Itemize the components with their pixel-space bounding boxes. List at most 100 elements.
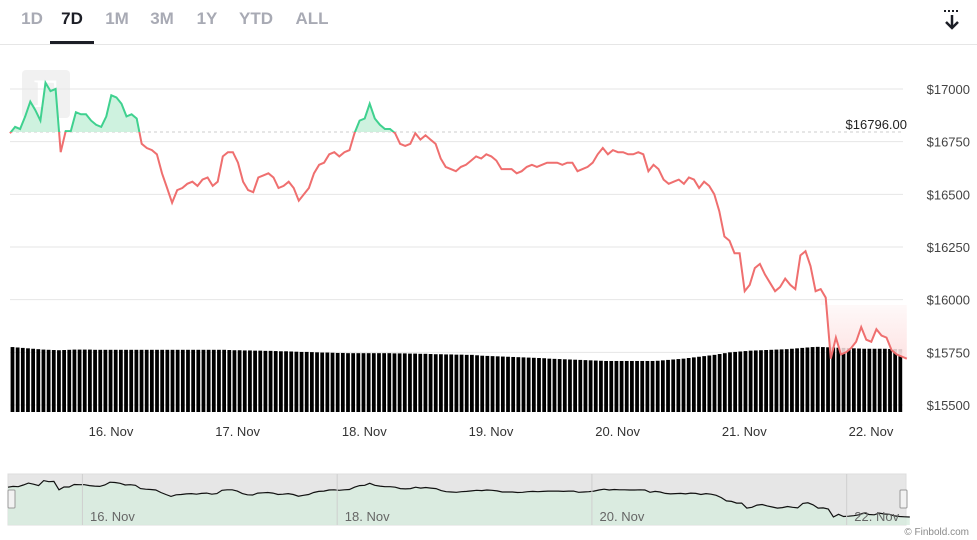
volume-bar	[397, 353, 402, 412]
volume-bar	[134, 349, 139, 412]
volume-bar	[728, 352, 732, 412]
volume-bar	[475, 355, 479, 412]
volume-bar	[149, 349, 154, 412]
y-tick-label: $16750	[927, 135, 970, 150]
volume-bar	[31, 348, 36, 412]
volume-bar	[712, 354, 717, 412]
volume-bar	[578, 359, 583, 412]
volume-bar	[506, 356, 510, 412]
volume-bar	[10, 347, 15, 412]
volume-bar	[470, 354, 474, 412]
volume-bar	[691, 357, 696, 412]
volume-bar	[325, 352, 330, 412]
navigator-handle-left[interactable]	[7, 489, 16, 509]
volume-bar	[857, 348, 861, 412]
price-line-down	[9, 131, 908, 360]
volume-bar	[423, 353, 428, 412]
volume-bar	[511, 356, 516, 412]
range-ytd-button[interactable]: YTD	[239, 9, 273, 28]
volume-bar	[624, 360, 629, 412]
range-1y-button[interactable]: 1Y	[196, 9, 218, 28]
volume-bar	[361, 353, 366, 412]
volume-bar	[846, 348, 851, 412]
volume-bar	[284, 351, 288, 412]
volume-bar	[304, 351, 309, 412]
volume-bar	[139, 349, 144, 412]
volume-bar	[201, 349, 206, 412]
volume-bar	[335, 352, 340, 412]
volume-bar	[129, 349, 134, 412]
volume-bar	[645, 360, 650, 412]
volume-bar	[707, 355, 712, 412]
y-tick-label: $15500	[927, 398, 970, 413]
navigator-line	[7, 479, 910, 518]
volume-bar	[144, 349, 149, 412]
volume-bar	[588, 360, 593, 412]
volume-bar	[898, 349, 903, 412]
volume-bar	[433, 354, 438, 412]
navigator-handle-right[interactable]	[899, 489, 908, 509]
price-line-up	[9, 79, 416, 132]
volume-bar	[211, 349, 216, 412]
volume-bar	[784, 349, 789, 412]
volume-bar	[26, 348, 30, 412]
volume-bar	[836, 347, 841, 412]
volume-bar	[459, 354, 464, 412]
volume-bar	[428, 354, 433, 412]
volume-bar	[774, 349, 779, 412]
volume-bar	[666, 359, 670, 412]
volume-bar	[196, 349, 201, 412]
volume-bar	[242, 350, 247, 412]
x-tick-label: 17. Nov	[215, 424, 260, 439]
download-arrow-icon[interactable]	[940, 8, 964, 32]
volume-bar	[346, 353, 350, 412]
volume-bar	[294, 351, 299, 412]
volume-bar	[180, 349, 185, 412]
volume-bar	[686, 358, 691, 412]
range-3m-button[interactable]: 3M	[150, 9, 174, 28]
volume-bar	[41, 349, 46, 412]
volume-bar	[805, 347, 810, 412]
volume-bar	[387, 353, 392, 412]
x-tick-label: 18. Nov	[342, 424, 387, 439]
volume-bar	[186, 349, 190, 412]
volume-bar	[888, 348, 892, 412]
range-all-button[interactable]: ALL	[295, 9, 329, 28]
volume-bar	[702, 356, 707, 412]
volume-bar	[449, 354, 454, 412]
volume-bar	[273, 351, 278, 412]
volume-bar	[831, 347, 836, 412]
volume-bar	[753, 350, 758, 412]
volume-bar	[841, 347, 846, 412]
volume-bar	[526, 357, 531, 412]
price-area-down	[820, 289, 907, 359]
volume-bar	[779, 349, 784, 412]
x-tick-label: 20. Nov	[595, 424, 640, 439]
volume-bar	[635, 360, 639, 412]
volume-bar	[821, 347, 825, 412]
volume-bar	[160, 349, 165, 412]
volume-bar	[268, 350, 273, 412]
range-1d-button[interactable]: 1D	[21, 9, 43, 28]
volume-bar	[872, 348, 877, 412]
volume-bar	[227, 350, 232, 412]
volume-bar	[681, 358, 686, 412]
volume-bar	[93, 349, 97, 412]
y-tick-label: $16000	[927, 293, 970, 308]
volume-bar	[444, 354, 448, 412]
volume-bar	[51, 350, 56, 412]
range-1m-button[interactable]: 1M	[105, 9, 129, 28]
volume-bar	[351, 353, 356, 412]
volume-bar	[402, 353, 407, 412]
range-selector: 1D 7D 1M 3M 1Y YTD ALL	[0, 0, 977, 45]
navigator-tick-label: 22. Nov	[854, 509, 899, 524]
range-7d-button[interactable]: 7D	[61, 9, 83, 28]
volume-bar	[253, 350, 257, 412]
volume-bar	[315, 352, 319, 412]
volume-bar	[764, 350, 768, 412]
volume-bar	[826, 347, 830, 412]
volume-bar	[88, 349, 92, 412]
volume-bar	[867, 348, 872, 412]
volume-bar	[583, 360, 588, 412]
